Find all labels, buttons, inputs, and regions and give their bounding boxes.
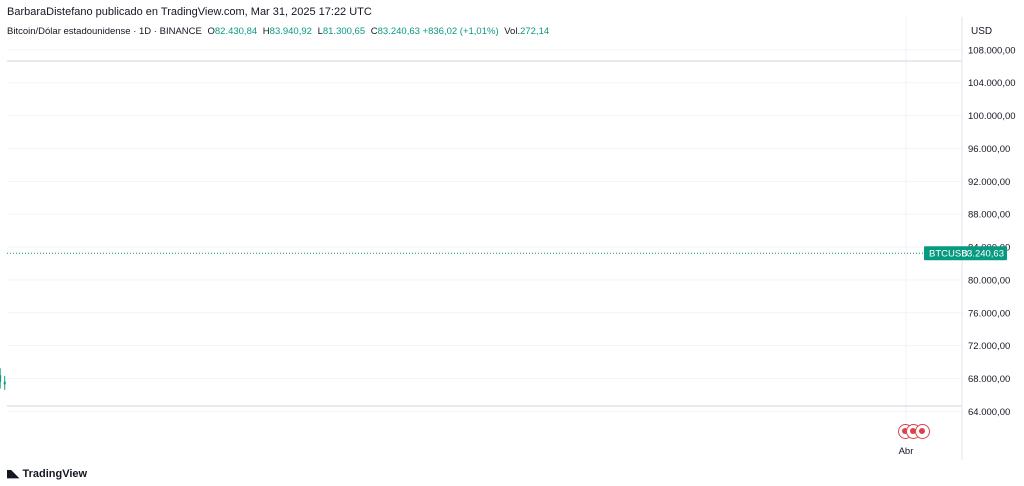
publisher-line: BarbaraDistefano publicado en TradingVie…	[7, 6, 372, 18]
y-tick-label: 68.000,00	[968, 374, 1010, 385]
y-tick-label: 100.000,00	[968, 111, 1016, 122]
y-tick-label: 80.000,00	[968, 275, 1010, 286]
currency-selector[interactable]: USD	[971, 26, 993, 37]
x-tick-label: Abr	[899, 446, 914, 457]
tradingview-name: TradingView	[22, 467, 88, 480]
y-tick-label: 104.000,00	[968, 78, 1016, 89]
open-value: 82.430,84	[214, 26, 258, 37]
high-value: 83.940,92	[269, 26, 312, 37]
y-tick-label: 92.000,00	[968, 177, 1010, 188]
low-value: 81.300,65	[322, 26, 366, 37]
us-event-icon[interactable]	[915, 424, 930, 439]
y-tick-label: 72.000,00	[968, 341, 1010, 352]
y-tick-label: 96.000,00	[968, 144, 1010, 155]
y-tick-label: 76.000,00	[968, 308, 1010, 319]
close-label: C	[370, 26, 378, 37]
candle-up	[0, 375, 2, 382]
chart-grid	[7, 17, 962, 436]
candles-layer	[0, 368, 6, 390]
close-value: 83.240,63	[377, 26, 420, 37]
economic-events[interactable]	[898, 424, 938, 440]
volume-label: Vol.	[504, 26, 521, 37]
change-value: +836,02 (+1,01%)	[422, 26, 499, 37]
ohlc-legend: Bitcoin/Dólar estadounidense · 1D · BINA…	[7, 26, 549, 37]
price-axis[interactable]: 64.000,00 68.000,00 72.000,00 76.000,00 80.0…	[968, 45, 1016, 417]
volume-value: 272,14	[520, 26, 550, 37]
low-label: L	[317, 26, 323, 37]
tradingview-logo-icon: ▮◣	[6, 468, 19, 480]
price-tag-value: 83.240,63	[962, 249, 1004, 260]
candle-up	[3, 381, 6, 385]
tradingview-branding[interactable]: ▮◣ TradingView	[6, 467, 88, 481]
open-label: O	[207, 26, 215, 37]
y-tick-label: 64.000,00	[968, 407, 1010, 418]
price-tag-symbol: BTCUSD	[929, 249, 968, 260]
high-label: H	[262, 26, 270, 37]
y-tick-label: 108.000,00	[968, 45, 1016, 56]
time-axis[interactable]: NovDic2025FebMarAbr	[899, 446, 1024, 457]
y-tick-label: 88.000,00	[968, 210, 1010, 221]
last-price-tag: BTCUSD 83.240,63	[924, 246, 1007, 261]
symbol-name[interactable]: Bitcoin/Dólar estadounidense · 1D · BINA…	[7, 26, 202, 37]
